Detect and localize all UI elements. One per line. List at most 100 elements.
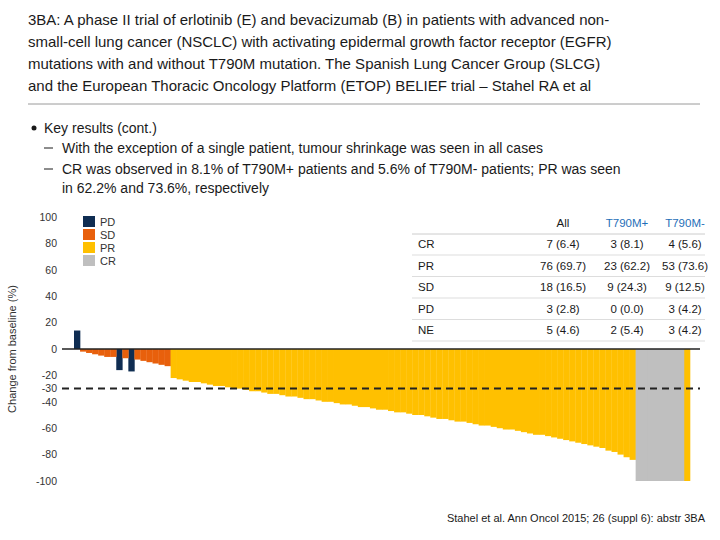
- bar: [551, 349, 557, 437]
- bar: [370, 349, 376, 408]
- bar: [666, 349, 672, 481]
- page: 3BA: A phase II trial of erlotinib (E) a…: [0, 0, 720, 540]
- bar: [303, 349, 309, 399]
- legend-label: CR: [100, 255, 116, 267]
- bar: [358, 349, 364, 407]
- bar: [467, 349, 473, 423]
- results-table: AllT790M+T790M-CR7 (6.4)3 (8.1)4 (5.6)PR…: [412, 217, 708, 341]
- bar: [406, 349, 412, 414]
- legend-label: PR: [100, 242, 115, 254]
- bullet-sub: in 62.2% and 73.6%, respectively: [62, 180, 269, 196]
- bar: [189, 349, 195, 382]
- y-tick-label: -60: [42, 422, 57, 434]
- background: [0, 0, 720, 540]
- bar: [219, 349, 225, 386]
- citation: Stahel et al. Ann Oncol 2015; 26 (suppl …: [447, 512, 706, 524]
- bar: [334, 349, 340, 403]
- bar: [521, 349, 527, 432]
- bar: [183, 349, 189, 381]
- table-header: T790M-: [665, 217, 705, 229]
- bullet-main: Key results (cont.): [44, 120, 157, 136]
- table-cell: 7 (6.4): [546, 238, 579, 250]
- title-line: 3BA: A phase II trial of erlotinib (E) a…: [28, 11, 609, 28]
- bar: [624, 349, 630, 457]
- bar: [231, 349, 237, 389]
- bar: [328, 349, 334, 402]
- table-cell: 3 (8.1): [610, 238, 643, 250]
- table-cell: 5 (4.6): [546, 324, 579, 336]
- bar: [575, 349, 581, 443]
- bar: [207, 349, 213, 385]
- bar: [237, 349, 243, 389]
- table-header: All: [557, 217, 570, 229]
- table-cell: 53 (73.6): [662, 260, 708, 272]
- y-tick-label: 0: [51, 343, 57, 355]
- legend-label: PD: [100, 216, 115, 228]
- bullet-dash: [44, 148, 53, 149]
- bar: [442, 349, 448, 419]
- table-cell: 3 (4.2): [668, 303, 701, 315]
- bar: [261, 349, 267, 393]
- bar: [418, 349, 424, 415]
- bar: [448, 349, 454, 420]
- bar: [134, 349, 140, 360]
- bar: [563, 349, 569, 440]
- y-tick-label: 80: [45, 237, 57, 249]
- bullet-dash: [44, 169, 53, 170]
- bar: [122, 349, 128, 358]
- bar: [195, 349, 201, 382]
- bar: [388, 349, 394, 411]
- bar: [454, 349, 460, 422]
- y-tick-label: -20: [42, 369, 57, 381]
- bar: [364, 349, 370, 407]
- table-row-label: CR: [418, 238, 435, 250]
- bar: [400, 349, 406, 412]
- legend-swatch: [83, 242, 95, 253]
- title-line: mutations with and without T790M mutatio…: [28, 55, 600, 72]
- bar: [684, 349, 690, 481]
- bar: [249, 349, 255, 391]
- bar: [340, 349, 346, 404]
- bar: [346, 349, 352, 404]
- table-rule: [412, 234, 705, 235]
- bar: [648, 349, 654, 481]
- bar: [316, 349, 322, 400]
- y-tick-label: -80: [42, 448, 57, 460]
- chart: Change from baseline (%)100806040200-20-…: [6, 211, 700, 487]
- table-rule: [412, 341, 705, 342]
- reference-line: [62, 388, 700, 390]
- bar: [672, 349, 678, 481]
- bar: [636, 349, 642, 481]
- bar: [225, 349, 231, 387]
- legend-swatch: [83, 229, 95, 240]
- y-tick-label: 20: [45, 316, 57, 328]
- table-cell: 9 (12.5): [665, 281, 705, 293]
- bar: [569, 349, 575, 441]
- bar: [660, 349, 666, 481]
- bar: [539, 349, 545, 435]
- bar: [412, 349, 418, 415]
- title-rule: [28, 104, 700, 105]
- bullet-dot: [32, 126, 37, 131]
- table-cell: 3 (4.2): [668, 324, 701, 336]
- legend-label: SD: [100, 229, 115, 241]
- bar: [611, 349, 617, 452]
- legend: PDSDPRCR: [83, 216, 116, 267]
- table-cell: 3 (2.8): [546, 303, 579, 315]
- bar: [146, 349, 152, 362]
- table-cell: 18 (16.5): [540, 281, 586, 293]
- bar: [599, 349, 605, 448]
- bullet-sub: CR was observed in 8.1% of T790M+ patien…: [62, 161, 621, 177]
- bar: [92, 349, 98, 354]
- bar: [678, 349, 684, 481]
- y-tick-label: -100: [36, 475, 57, 487]
- bar: [116, 349, 122, 370]
- bar: [171, 349, 177, 378]
- slide: 3BA: A phase II trial of erlotinib (E) a…: [0, 0, 720, 540]
- bar: [110, 349, 116, 357]
- bar: [352, 349, 358, 406]
- bar: [98, 349, 104, 356]
- bar: [213, 349, 219, 386]
- table-row-label: NE: [418, 324, 434, 336]
- bar: [479, 349, 485, 426]
